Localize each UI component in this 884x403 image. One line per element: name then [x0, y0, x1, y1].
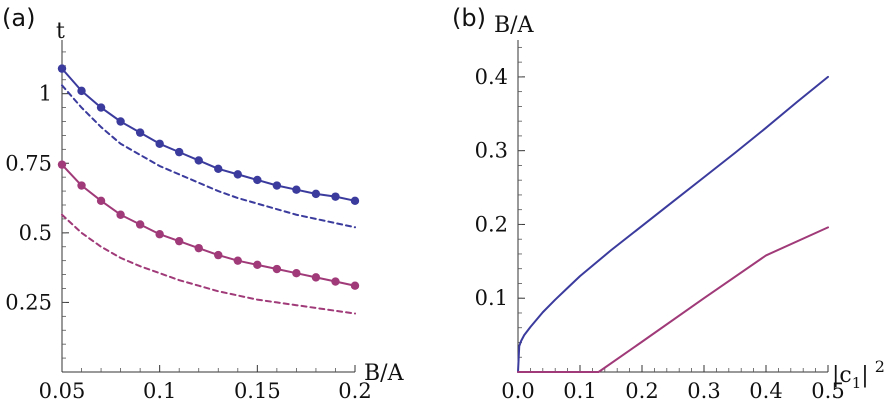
panel-a-marker — [155, 139, 164, 148]
panel-a-marker — [155, 230, 164, 239]
panel-a-marker — [292, 268, 301, 278]
panel-a-series-line-magenta-dashed — [61, 213, 356, 315]
panel-a-marker — [77, 181, 86, 190]
panel-a-marker — [116, 117, 125, 126]
panel-b-x-axis-label-sub: 1 — [852, 374, 862, 392]
panel-a-marker — [350, 281, 360, 290]
panel-b-y-axis-label: B/A — [494, 13, 535, 38]
panel-a-series-line-blue-dashed — [61, 84, 356, 229]
panel-a-x-tick-label: 0.05 — [39, 379, 86, 403]
panel-a-axes: 0.05 0.1 0.15 0.2 0.25 0.5 0.75 1 — [5, 40, 372, 403]
panel-a-y-tick-label: 0.5 — [19, 221, 52, 245]
panel-a-marker — [233, 256, 242, 265]
panel-a-x-tick-label: 0.1 — [143, 379, 176, 403]
panel-a-marker — [253, 175, 262, 185]
panel-a-label: (a) — [2, 4, 35, 32]
panel-a-series-line-blue-solid — [61, 67, 356, 202]
panel-b-x-axis-label-close: | — [861, 363, 868, 388]
panel-a-marker — [57, 160, 67, 169]
panel-a-marker — [331, 277, 340, 286]
panel-a-marker — [96, 103, 106, 112]
panel-a-marker — [233, 170, 242, 179]
panel-b-y-tick-label: 0.3 — [475, 139, 508, 163]
panel-a-marker — [350, 196, 360, 206]
panel-b-axes: 0.0 0.1 0.2 0.3 0.4 0.5 0.1 0.2 0.3 0.4 — [475, 40, 845, 403]
panel-b-x-axis-label-main: |c — [832, 363, 852, 388]
panel-b-y-tick-label: 0.4 — [475, 65, 508, 89]
panel-a-marker — [116, 210, 125, 219]
panel-a-y-tick-label: 0.75 — [5, 151, 52, 175]
panel-a-marker — [77, 86, 86, 96]
panel-a-marker — [194, 243, 203, 253]
panel-a-x-tick-label: 0.2 — [338, 379, 371, 403]
panel-a-y-axis-label: t — [56, 19, 65, 44]
panel-b-series — [517, 75, 829, 373]
panel-a-marker — [292, 185, 301, 194]
panel-a-marker — [175, 236, 184, 246]
panel-a-marker — [311, 273, 321, 282]
panel-b-series-line-blue-curve — [517, 75, 829, 373]
panel-b-y-tick-label: 0.1 — [475, 286, 508, 310]
panel-b-x-tick-label: 0.2 — [625, 379, 658, 403]
panel-a-marker — [194, 156, 203, 165]
panel-a-marker — [135, 220, 145, 229]
panel-b-series-line-magenta-curve — [517, 226, 829, 373]
panel-b-x-tick-label: 0.5 — [811, 379, 844, 403]
panel-a-marker — [175, 147, 184, 157]
panel-a-marker — [311, 189, 321, 199]
panel-a-marker — [331, 192, 340, 201]
panel-a-x-axis-label: B/A — [364, 361, 405, 386]
panel-a-x-tick-label: 0.15 — [234, 379, 281, 403]
panel-a-marker — [272, 181, 282, 190]
panel-b-x-tick-label: 0.4 — [749, 379, 782, 403]
panel-a-series — [57, 64, 360, 315]
panel-b-y-tick-label: 0.2 — [475, 212, 508, 236]
panel-a-y-tick-label: 1 — [39, 82, 52, 106]
panel-b-x-axis-label: |c1| 2 — [832, 357, 884, 392]
panel-a-marker — [57, 64, 67, 73]
panel-a-marker — [96, 196, 106, 206]
panel-b-x-tick-label: 0.1 — [563, 379, 596, 403]
panel-a-series-line-magenta-solid — [61, 163, 356, 287]
panel-a-marker — [253, 260, 262, 270]
panel-a-marker — [135, 128, 145, 137]
panel-a-y-tick-label: 0.25 — [5, 290, 52, 314]
panel-a-marker — [214, 250, 223, 260]
panel-a: (a) t B/A 0.05 0.1 0.15 0.2 0.25 0.5 0.75 1 — [2, 4, 405, 403]
panel-b-label: (b) — [452, 4, 486, 32]
panel-b-x-axis-label-sup: 2 — [875, 357, 884, 376]
panel-b-x-tick-label: 0.3 — [687, 379, 720, 403]
panel-a-marker — [272, 264, 282, 274]
panel-a-marker — [214, 164, 223, 174]
panel-b-x-tick-label: 0.0 — [501, 379, 534, 403]
panel-b: (b) B/A |c1| 2 0.0 0.1 0.2 0.3 0.4 0.50.10.20.… — [452, 4, 884, 403]
